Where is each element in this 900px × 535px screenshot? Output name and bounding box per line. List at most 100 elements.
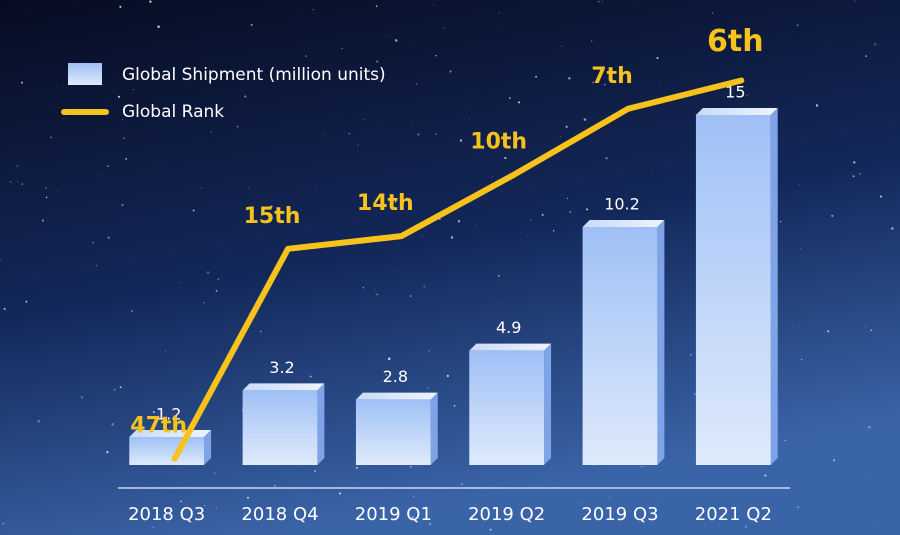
- star: [482, 148, 484, 150]
- star: [568, 77, 571, 80]
- star: [603, 83, 606, 86]
- star: [152, 425, 154, 427]
- star: [309, 375, 312, 378]
- star: [453, 404, 456, 407]
- star: [113, 388, 116, 391]
- star: [45, 187, 47, 189]
- star: [417, 133, 420, 136]
- star: [169, 514, 170, 516]
- star: [474, 225, 476, 226]
- star: [565, 125, 568, 128]
- star: [590, 40, 593, 42]
- star: [608, 496, 610, 498]
- star: [338, 492, 342, 495]
- star: [815, 104, 819, 107]
- star: [693, 393, 696, 395]
- star: [601, 1, 603, 2]
- star: [297, 14, 298, 15]
- bar-top: [582, 220, 665, 227]
- star: [870, 477, 872, 479]
- star: [412, 122, 414, 124]
- star: [386, 35, 388, 37]
- star: [192, 209, 195, 212]
- legend-label: Global Rank: [122, 102, 224, 122]
- star: [504, 156, 507, 160]
- star: [25, 300, 28, 303]
- star: [221, 403, 223, 404]
- star: [260, 330, 262, 333]
- star: [446, 374, 449, 378]
- star: [119, 386, 122, 389]
- star: [121, 204, 124, 207]
- star: [552, 230, 555, 232]
- star: [111, 423, 114, 426]
- bar: [469, 350, 545, 465]
- star: [878, 525, 880, 527]
- star: [68, 58, 69, 60]
- star: [131, 310, 133, 312]
- star: [91, 241, 94, 244]
- star: [800, 248, 802, 250]
- bar-side: [544, 343, 552, 465]
- star: [435, 133, 437, 135]
- star: [2, 522, 5, 525]
- star: [572, 349, 574, 351]
- star: [310, 336, 311, 338]
- star: [95, 264, 98, 267]
- star: [560, 45, 563, 47]
- x-tick-label: 2019 Q2: [468, 504, 545, 525]
- star: [428, 350, 430, 352]
- star: [874, 43, 877, 46]
- star: [106, 451, 109, 454]
- bar-side: [657, 220, 665, 465]
- star: [63, 86, 64, 87]
- star: [864, 325, 867, 327]
- star: [815, 428, 816, 429]
- star: [500, 303, 502, 304]
- star: [247, 496, 249, 499]
- star: [375, 5, 378, 8]
- star: [656, 57, 659, 60]
- star: [449, 70, 452, 73]
- star: [312, 9, 314, 11]
- bar-side: [430, 392, 438, 465]
- star: [491, 176, 493, 178]
- star: [853, 161, 856, 164]
- star: [316, 186, 317, 188]
- star: [165, 351, 166, 353]
- star: [122, 137, 125, 140]
- star: [125, 157, 128, 160]
- star: [593, 464, 595, 466]
- star: [57, 189, 59, 191]
- star: [711, 72, 712, 74]
- star: [69, 471, 70, 472]
- star: [459, 139, 463, 142]
- star: [152, 526, 155, 528]
- star: [784, 439, 786, 442]
- star: [633, 7, 635, 9]
- star: [831, 214, 834, 218]
- star: [548, 205, 550, 206]
- star: [63, 118, 65, 120]
- star: [107, 236, 110, 239]
- star: [305, 55, 307, 58]
- star: [3, 307, 6, 311]
- star: [270, 205, 273, 208]
- star: [16, 164, 19, 167]
- star: [139, 319, 141, 321]
- star: [386, 492, 387, 493]
- star: [394, 201, 397, 203]
- star: [796, 24, 799, 27]
- star: [780, 220, 782, 223]
- bar-value-label: 2.8: [383, 367, 408, 386]
- star: [744, 525, 747, 528]
- star: [179, 281, 181, 283]
- star: [149, 0, 152, 3]
- bar-top: [242, 383, 325, 391]
- bar-side: [770, 108, 778, 465]
- star: [792, 324, 794, 326]
- star: [711, 12, 714, 14]
- star: [21, 183, 24, 185]
- bar: [242, 390, 318, 465]
